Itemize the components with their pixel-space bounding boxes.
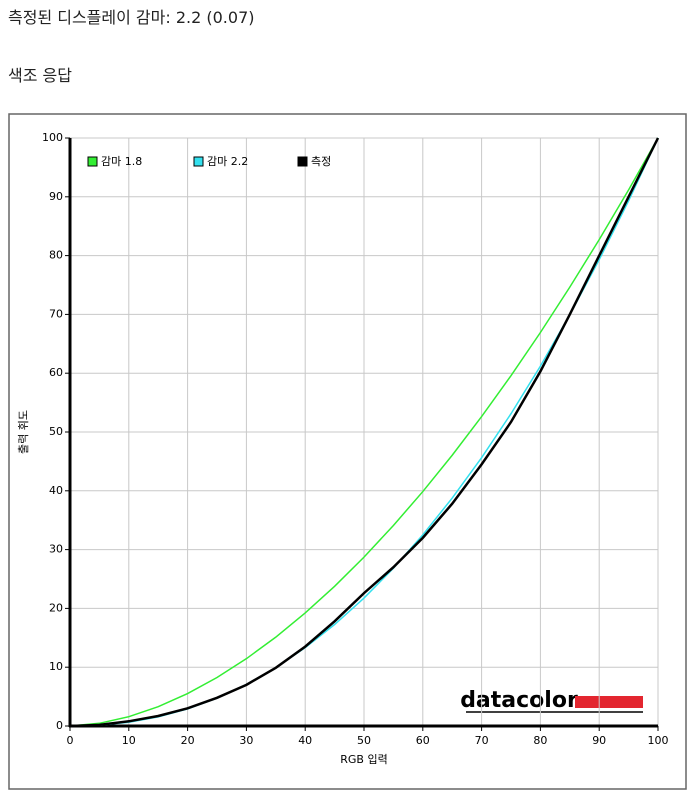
x-tick-label: 30 [239,734,253,747]
y-tick-label: 80 [49,249,63,262]
x-tick-label: 100 [648,734,669,747]
y-tick-label: 0 [56,719,63,732]
y-tick-label: 90 [49,190,63,203]
x-axis-label: RGB 입력 [340,753,387,766]
y-tick-label: 10 [49,660,63,673]
legend-label: 측정 [311,155,331,168]
legend-swatch [87,156,98,167]
logo: datacolor [460,688,578,713]
y-tick-label: 30 [49,543,63,556]
y-tick-label: 20 [49,601,63,614]
y-tick-label: 100 [42,131,63,144]
x-tick-label: 60 [416,734,430,747]
legend-swatch [193,156,204,167]
y-tick-label: 50 [49,425,63,438]
x-tick-label: 70 [475,734,489,747]
y-tick-label: 40 [49,484,63,497]
chart-frame [8,113,687,790]
series-line [69,137,660,728]
x-tick-label: 80 [533,734,547,747]
x-tick-label: 90 [592,734,606,747]
y-tick-label: 70 [49,307,63,320]
legend-label: 감마 1.8 [101,155,142,168]
x-tick-label: 0 [67,734,74,747]
y-axis-label: 출력 휘도 [17,410,30,454]
x-tick-label: 20 [181,734,195,747]
x-tick-label: 10 [122,734,136,747]
page-title: 측정된 디스플레이 감마: 2.2 (0.07) [8,8,255,27]
legend-swatch [297,156,308,167]
series-line [69,137,659,727]
section-title: 색조 응답 [8,66,72,85]
x-tick-label: 50 [357,734,371,747]
logo-bar [575,696,643,708]
y-tick-label: 60 [49,366,63,379]
legend-label: 감마 2.2 [207,155,248,168]
x-tick-label: 40 [298,734,312,747]
